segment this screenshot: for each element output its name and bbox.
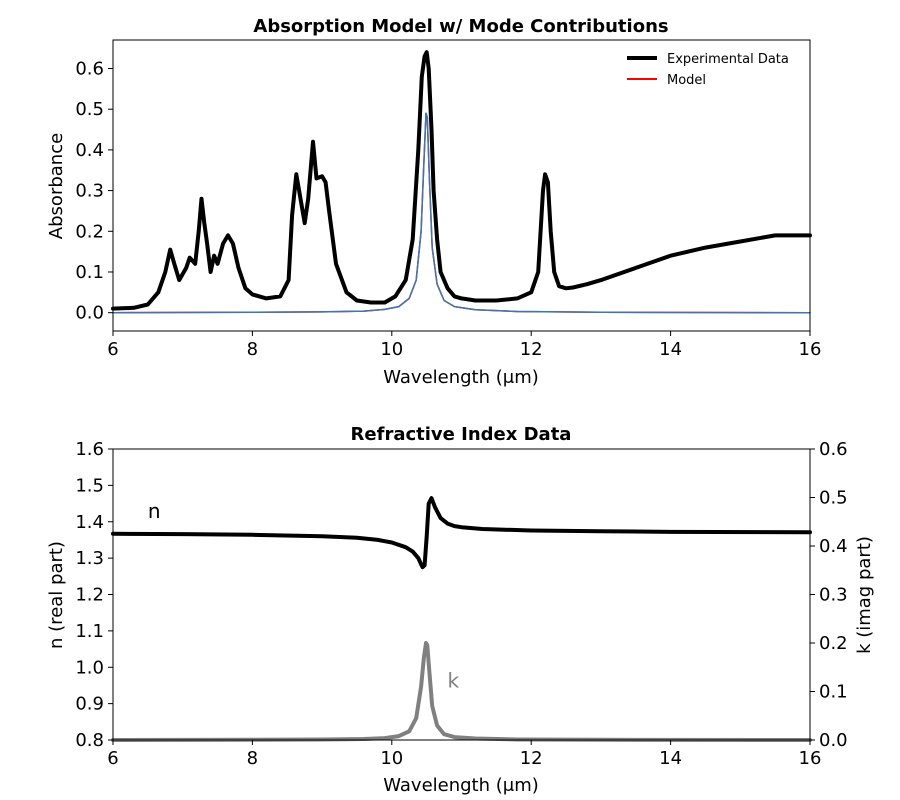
n-series-line-0 (111, 496, 812, 570)
absorption-y-tick-label: 0.6 (75, 58, 104, 79)
absorption-x-tick-label: 16 (799, 339, 822, 360)
refractive-left-y-tick-label: 1.1 (75, 621, 104, 642)
model-line-1 (112, 112, 811, 314)
refractive-series-group (111, 496, 812, 742)
refractive-y-axis-label-right: k (imag part) (854, 536, 875, 654)
legend-label-experimental: Experimental Data (667, 52, 789, 67)
absorption-x-axis-label: Wavelength (μm) (383, 367, 539, 388)
refractive-x-tick-label: 10 (380, 748, 403, 769)
refractive-right-y-tick-label: 0.4 (819, 536, 848, 557)
refractive-x-tick-label: 16 (799, 748, 822, 769)
refractive-chart-title: Refractive Index Data (351, 424, 572, 445)
legend-label-model: Model (667, 73, 706, 88)
refractive-plot-frame (112, 448, 811, 741)
absorption-x-tick-label: 10 (380, 339, 403, 360)
absorption-y-tick-label: 0.4 (75, 140, 104, 161)
absorption-y-axis-label: Absorbance (46, 133, 67, 239)
absorption-y-tick-label: 0.1 (75, 262, 104, 283)
absorption-series-group (111, 50, 812, 314)
refractive-x-tick-label: 8 (247, 748, 258, 769)
annotation-n: n (148, 499, 161, 523)
refractive-y-axis-label-left: n (real part) (46, 541, 67, 649)
annotation-k: k (448, 668, 460, 692)
absorption-legend: Experimental Data Model (627, 52, 789, 88)
refractive-left-y-tick-label: 1.6 (75, 439, 104, 460)
refractive-right-y-tick-label: 0.5 (819, 488, 848, 509)
refractive-x-ticks: 6 8 10 12 14 16 (107, 740, 821, 769)
refractive-right-y-tick-label: 0.0 (819, 730, 848, 751)
refractive-right-y-tick-label: 0.1 (819, 682, 848, 703)
absorption-y-tick-label: 0.5 (75, 99, 104, 120)
absorption-x-tick-label: 12 (520, 339, 543, 360)
absorption-y-tick-label: 0.0 (75, 303, 104, 324)
k-series-line-1 (111, 641, 812, 742)
refractive-x-tick-label: 14 (659, 748, 682, 769)
refractive-y-ticks-left: 0.8 0.9 1.0 1.1 1.2 1.3 1.4 1.5 1.6 (75, 439, 113, 751)
refractive-left-y-tick-label: 1.0 (75, 657, 104, 678)
absorption-chart: Absorption Model w/ Mode Contributions 6… (46, 16, 821, 388)
refractive-left-y-tick-label: 0.8 (75, 730, 104, 751)
refractive-left-y-tick-label: 1.2 (75, 585, 104, 606)
refractive-right-y-tick-label: 0.3 (819, 585, 848, 606)
refractive-left-y-tick-label: 1.4 (75, 512, 104, 533)
mode-contribution-line-2 (112, 112, 811, 314)
refractive-index-chart: Refractive Index Data 6 8 10 12 14 16 0.8 0.9 1… (46, 424, 875, 796)
refractive-left-y-tick-label: 1.5 (75, 475, 104, 496)
refractive-x-tick-label: 12 (520, 748, 543, 769)
absorption-y-tick-label: 0.3 (75, 181, 104, 202)
absorption-y-ticks: 0.0 0.1 0.2 0.3 0.4 0.5 0.6 (75, 58, 113, 324)
absorption-x-tick-label: 14 (659, 339, 682, 360)
absorption-chart-title: Absorption Model w/ Mode Contributions (253, 16, 668, 37)
refractive-right-y-tick-label: 0.6 (819, 439, 848, 460)
experimental-data-line-0 (111, 50, 812, 311)
refractive-left-y-tick-label: 1.3 (75, 548, 104, 569)
refractive-x-axis-label: Wavelength (μm) (383, 775, 539, 796)
refractive-right-y-tick-label: 0.2 (819, 633, 848, 654)
absorption-x-ticks: 6 8 10 12 14 16 (107, 331, 821, 360)
absorption-x-tick-label: 8 (247, 339, 258, 360)
refractive-y-ticks-right: 0.0 0.1 0.2 0.3 0.4 0.5 0.6 (810, 439, 848, 751)
refractive-x-tick-label: 6 (107, 748, 118, 769)
absorption-plot-frame (112, 39, 811, 332)
refractive-left-y-tick-label: 0.9 (75, 694, 104, 715)
absorption-x-tick-label: 6 (107, 339, 118, 360)
absorption-y-tick-label: 0.2 (75, 221, 104, 242)
